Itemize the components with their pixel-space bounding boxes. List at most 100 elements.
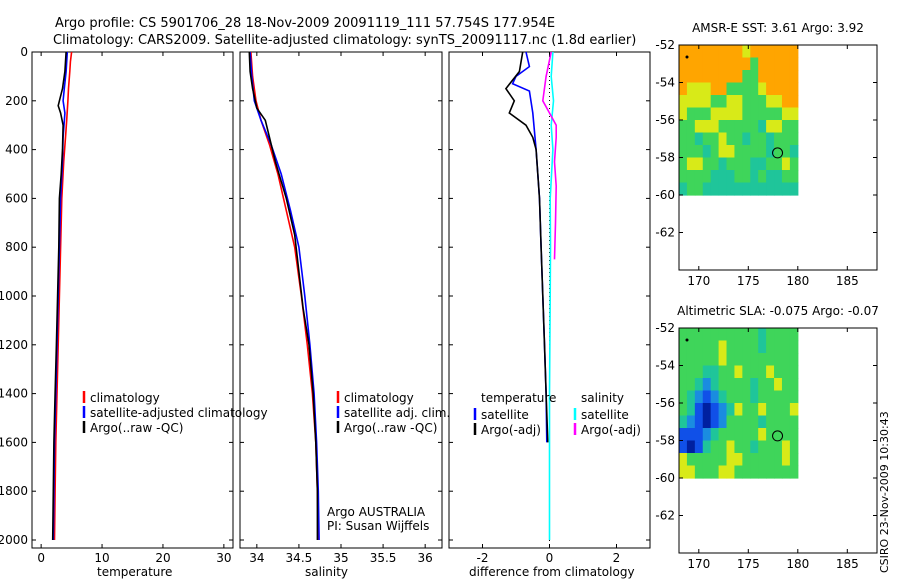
map-cell [710,70,720,84]
map-cell [774,95,783,109]
map-cell [781,428,791,442]
annotation: PI: Susan Wijffels [327,519,429,533]
map-cell [789,132,799,146]
y-tick-label: -58 [655,434,675,448]
x-tick-label: 34 [249,551,264,565]
map-cell [774,440,783,454]
map-cell [789,440,799,454]
map-cell [750,390,759,404]
map-cell [718,415,728,429]
corner-dot [685,55,689,59]
map-cell [726,440,736,454]
series-line [249,51,320,541]
map-cell [702,390,712,404]
map-cell [710,57,720,71]
map-cell [781,328,791,342]
map-cell [781,82,791,96]
map-cell [750,365,759,379]
map-cell [758,440,767,454]
map-cell [726,57,736,71]
map-cell [781,182,791,196]
map-cell [781,415,791,429]
map-cell [750,428,759,442]
x-tick-label: 175 [737,274,760,288]
map-cell [686,365,696,379]
x-tick-label: 180 [786,274,809,288]
map-cell [750,120,759,134]
map-cell [750,145,759,159]
map-cell [726,465,736,479]
map-cell [781,120,791,134]
map-cell [679,120,688,134]
figure-title-line1: Argo profile: CS 5901706_28 18-Nov-2009 … [55,16,555,31]
map-cell [694,328,704,342]
map-cell [758,378,767,392]
map-cell [758,403,767,417]
map-cell [758,365,767,379]
map-cell [718,45,728,59]
map-cell [694,95,704,109]
map-cell [734,340,743,354]
map-cell [774,378,783,392]
map-cell [679,415,688,429]
map-cell [734,415,743,429]
map-cell [750,45,759,59]
map-cell [742,45,751,59]
map-cell [686,170,696,184]
map-cell [718,170,728,184]
map-cell [766,107,775,121]
annotation: Argo AUSTRALIA [327,505,426,519]
x-axis-label: salinity [305,565,348,579]
map-cell [758,107,767,121]
x-tick-label: 10 [94,551,109,565]
map-cell [702,453,712,467]
map-cell [686,132,696,146]
y-tick-label: -54 [655,359,675,373]
map-cell [750,82,759,96]
map-cell [781,465,791,479]
map-title: AMSR-E SST: 3.61 Argo: 3.92 [692,21,864,35]
map-cell [781,440,791,454]
map-cell [679,182,688,196]
map-cell [774,365,783,379]
map-cell [750,465,759,479]
map-cell [766,182,775,196]
map-cell [686,95,696,109]
map-cell [694,82,704,96]
map-cell [766,453,775,467]
map-cell [774,328,783,342]
map-cell [718,157,728,171]
y-tick-label: -62 [655,509,675,523]
x-tick-label: 2 [613,551,621,565]
map-cell [758,45,767,59]
map-cell [726,182,736,196]
map-cell [694,378,704,392]
map-cell [781,353,791,367]
corner-dot [685,338,689,342]
map-cell [679,365,688,379]
legend-label: satellite [481,408,529,422]
map-cell [679,145,688,159]
legend-group-title: temperature [481,391,556,405]
map-cell [750,182,759,196]
map-cell [766,440,775,454]
map-cell [758,453,767,467]
map-cell [789,428,799,442]
map-cell [694,157,704,171]
y-tick-label: 0 [20,45,28,59]
sla-map: Altimetric SLA: -0.075 Argo: -0.07-52 -54… [655,304,879,571]
map-cell [734,365,743,379]
map-cell [734,95,743,109]
map-cell [742,365,751,379]
map-cell [734,145,743,159]
map-cell [742,440,751,454]
map-cell [734,120,743,134]
map-cell [734,170,743,184]
map-cell [766,403,775,417]
map-cell [781,453,791,467]
map-cell [726,453,736,467]
map-cell [734,440,743,454]
map-cell [726,107,736,121]
map-cell [734,157,743,171]
